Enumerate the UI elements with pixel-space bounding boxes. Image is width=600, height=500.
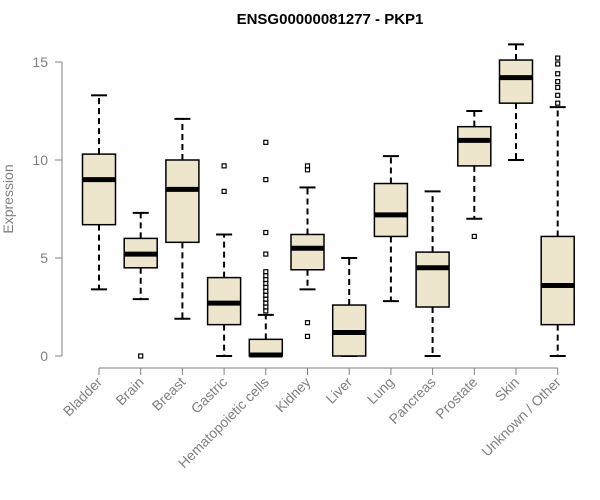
x-tick-label-6: Liver	[323, 374, 356, 407]
x-tick-label-0: Bladder	[60, 374, 106, 420]
outlier-11-3	[555, 78, 561, 85]
outlier-11-2	[555, 84, 561, 91]
box-rect-10	[498, 59, 534, 104]
outlier-4-12	[263, 229, 269, 236]
outlier-3-0	[221, 188, 227, 194]
box-rect-7	[373, 182, 409, 238]
y-axis-label: Expression	[0, 164, 16, 233]
box-rect-2	[165, 159, 200, 244]
outlier-9-0	[471, 233, 477, 240]
box-rect-11	[540, 235, 575, 326]
x-tick-label-2: Breast	[149, 374, 189, 414]
box-9	[457, 110, 492, 240]
box-2	[165, 117, 200, 320]
outlier-11-6	[555, 55, 561, 61]
y-axis: 0 5 10 15	[32, 54, 63, 364]
box-10	[498, 43, 534, 161]
outlier-5-0	[304, 333, 311, 339]
box-0	[81, 94, 117, 291]
outlier-3-1	[221, 163, 227, 169]
x-tick-label-10: Skin	[492, 374, 523, 405]
outlier-4-13	[263, 177, 269, 183]
outlier-11-1	[555, 92, 561, 98]
outlier-11-4	[555, 71, 561, 77]
outlier-4-11	[263, 251, 269, 257]
chart-title: ENSG00000081277 - PKP1	[237, 11, 424, 28]
box-3	[206, 163, 242, 357]
box-8	[415, 190, 450, 357]
boxes-group	[81, 43, 575, 359]
outlier-11-0	[555, 100, 561, 106]
box-rect-0	[81, 153, 117, 226]
y-tick-label-0: 0	[40, 348, 48, 364]
outlier-1-0	[138, 353, 144, 359]
box-rect-9	[457, 125, 492, 167]
box-4	[248, 139, 284, 358]
outlier-4-14	[263, 139, 269, 145]
y-tick-label-15: 15	[32, 54, 48, 70]
box-6	[331, 257, 367, 357]
y-tick-label-5: 5	[40, 250, 48, 266]
outlier-4-10	[263, 269, 269, 275]
box-1	[123, 211, 158, 359]
box-rect-8	[415, 251, 450, 308]
x-tick-label-1: Brain	[112, 374, 146, 408]
y-tick-label-10: 10	[32, 152, 48, 168]
x-tick-label-11: Unknown / Other	[478, 374, 564, 460]
x-tick-label-9: Prostate	[432, 374, 480, 422]
x-tick-label-7: Lung	[364, 374, 397, 407]
outlier-11-5	[555, 61, 561, 67]
outlier-5-3	[304, 163, 311, 169]
box-rect-5	[290, 233, 325, 271]
box-7	[373, 155, 409, 303]
outlier-5-1	[304, 320, 311, 326]
x-tick-label-5: Kidney	[272, 374, 314, 416]
box-5	[290, 163, 325, 339]
box-11	[540, 55, 575, 357]
